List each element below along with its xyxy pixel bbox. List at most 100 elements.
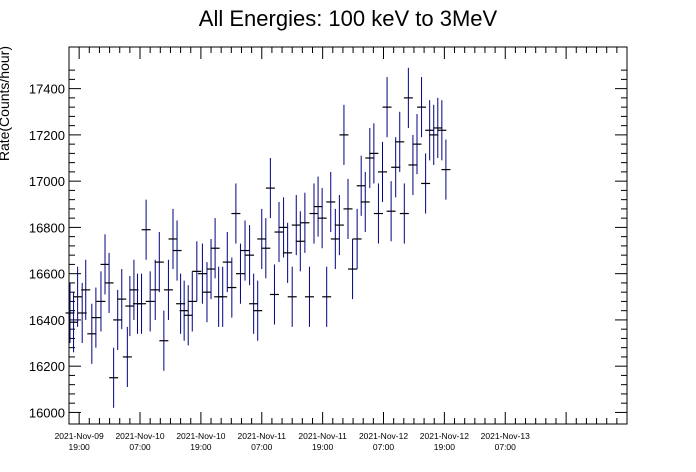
- data-point: [261, 218, 271, 279]
- x-tick-time-label: 07:00: [495, 442, 517, 452]
- data-point: [231, 183, 241, 244]
- x-tick-date-label: 2021-Nov-10: [176, 431, 225, 441]
- data-point: [326, 171, 336, 233]
- data-point: [137, 273, 147, 334]
- data-point: [91, 287, 101, 348]
- data-point: [235, 243, 245, 304]
- data-point: [283, 222, 293, 283]
- x-tick-time-label: 19:00: [190, 442, 212, 452]
- y-axis-label: Rate(Counts/hour): [0, 46, 12, 161]
- data-point: [265, 158, 275, 219]
- data-point: [257, 208, 267, 270]
- data-point: [168, 208, 178, 270]
- data-point: [408, 134, 418, 196]
- data-point: [441, 139, 451, 200]
- data-point: [122, 326, 132, 387]
- x-tick-time-label: 19:00: [312, 442, 334, 452]
- data-point: [159, 310, 169, 371]
- data-point: [81, 259, 91, 320]
- data-point: [417, 77, 427, 138]
- data-point: [245, 225, 255, 286]
- data-point: [117, 269, 127, 330]
- x-tick-time-label: 19:00: [69, 442, 91, 452]
- data-point: [222, 232, 232, 293]
- data-point: [100, 234, 110, 295]
- data-point: [369, 123, 379, 184]
- data-point: [352, 208, 362, 270]
- data-point: [348, 238, 358, 300]
- x-tick-date-label: 2021-Nov-10: [115, 431, 164, 441]
- data-point: [192, 241, 202, 302]
- data-point: [77, 282, 87, 344]
- data-point: [187, 271, 197, 332]
- plot-frame: [68, 46, 628, 425]
- data-point: [96, 271, 106, 332]
- data-point: [73, 266, 83, 327]
- data-point: [150, 259, 160, 320]
- data-point: [322, 266, 332, 327]
- data-point: [343, 178, 353, 239]
- data-point: [386, 181, 396, 242]
- data-point: [330, 208, 340, 270]
- y-axis: 16000 16200 16400 16600 16800 17000 17200 17400: [29, 69, 627, 420]
- data-point: [65, 282, 75, 344]
- data-point: [183, 285, 193, 346]
- data-point: [279, 197, 289, 258]
- data-point: [291, 195, 301, 256]
- data-point: [382, 77, 392, 138]
- data-point: [433, 97, 443, 159]
- data-point: [356, 155, 366, 216]
- data-point: [313, 176, 323, 237]
- x-tick-time-label: 19:00: [434, 442, 456, 452]
- x-tick-date-label: 2021-Nov-13: [481, 431, 530, 441]
- data-point: [69, 292, 79, 353]
- data-point: [295, 211, 305, 272]
- data-point: [202, 262, 212, 323]
- data-point: [179, 280, 189, 341]
- data-point: [399, 183, 409, 244]
- y-tick-label: 16000: [29, 405, 65, 420]
- data-point: [309, 183, 319, 244]
- data-point: [300, 192, 310, 253]
- data-point: [425, 100, 435, 161]
- data-point: [129, 259, 139, 320]
- data-points: [65, 67, 451, 408]
- data-point: [373, 183, 383, 244]
- data-point: [154, 232, 164, 293]
- x-tick-date-label: 2021-Nov-12: [359, 431, 408, 441]
- data-point: [429, 104, 439, 165]
- data-point: [197, 243, 207, 304]
- y-tick-label: 16800: [29, 220, 65, 235]
- data-point: [421, 153, 431, 214]
- data-point: [163, 259, 173, 320]
- data-point: [377, 141, 387, 202]
- data-point: [249, 273, 259, 334]
- data-point: [172, 220, 182, 281]
- y-tick-label: 17200: [29, 128, 65, 143]
- data-point: [395, 111, 405, 172]
- data-point: [334, 195, 344, 256]
- y-tick-label: 16400: [29, 313, 65, 328]
- data-point: [274, 201, 284, 263]
- data-point: [317, 188, 327, 249]
- data-point: [304, 266, 314, 327]
- data-point: [104, 252, 114, 313]
- data-point: [240, 220, 250, 281]
- x-tick-date-label: 2021-Nov-11: [238, 431, 287, 441]
- data-point: [125, 275, 135, 337]
- data-point: [403, 67, 413, 128]
- y-tick-label: 16200: [29, 359, 65, 374]
- data-point: [141, 199, 151, 260]
- data-point: [391, 137, 401, 198]
- data-point: [269, 264, 279, 325]
- data-point: [227, 257, 237, 318]
- data-point: [109, 347, 119, 408]
- x-tick-date-label: 2021-Nov-11: [298, 431, 347, 441]
- data-point: [176, 273, 186, 334]
- x-tick-time-label: 07:00: [251, 442, 273, 452]
- y-tick-label: 17000: [29, 174, 65, 189]
- data-point: [360, 171, 370, 233]
- data-point: [87, 303, 97, 364]
- x-tick-time-label: 07:00: [373, 442, 395, 452]
